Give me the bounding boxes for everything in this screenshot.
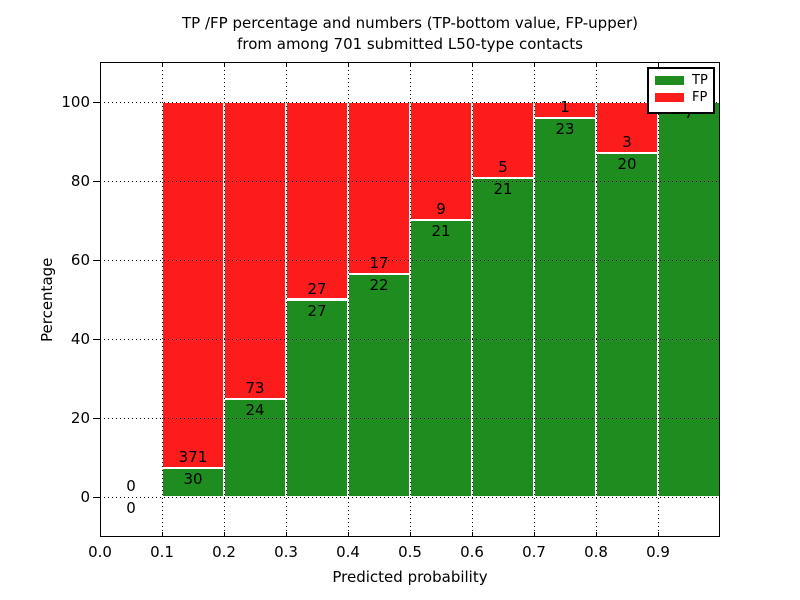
fp-count-label: 27 bbox=[307, 279, 327, 298]
bar-tp-segment bbox=[286, 299, 348, 498]
x-tick-label: 0.9 bbox=[646, 543, 670, 561]
v-gridline bbox=[472, 62, 473, 537]
tp-count-label: 22 bbox=[369, 276, 389, 295]
bar-fp-segment bbox=[162, 101, 224, 468]
x-tick-mark-bottom bbox=[348, 532, 349, 537]
tp-count-label: 21 bbox=[431, 222, 451, 241]
bar-fp-segment bbox=[224, 101, 286, 400]
x-tick-mark-top bbox=[286, 62, 287, 67]
v-gridline bbox=[410, 62, 411, 537]
legend: TP FP bbox=[647, 67, 715, 114]
y-tick-label: 80 bbox=[70, 171, 90, 190]
x-tick-mark-top bbox=[224, 62, 225, 67]
x-tick-label: 0.0 bbox=[88, 543, 112, 561]
fp-count-label: 1 bbox=[560, 98, 570, 117]
v-gridline bbox=[596, 62, 597, 537]
y-tick-label: 60 bbox=[70, 250, 90, 269]
x-tick-label: 0.5 bbox=[398, 543, 422, 561]
chart-title-line2: from among 701 submitted L50-type contac… bbox=[237, 35, 583, 53]
chart-title-line1: TP /FP percentage and numbers (TP-bottom… bbox=[182, 14, 638, 32]
fp-count-label: 73 bbox=[245, 379, 265, 398]
tp-color-swatch-icon bbox=[655, 76, 684, 85]
v-gridline bbox=[162, 62, 163, 537]
y-axis-label: Percentage bbox=[38, 257, 56, 342]
x-tick-mark-bottom bbox=[534, 532, 535, 537]
bar-fp-segment bbox=[410, 101, 472, 221]
tp-count-label: 30 bbox=[183, 469, 203, 488]
bar-tp-segment bbox=[472, 177, 534, 498]
fp-color-swatch-icon bbox=[655, 93, 684, 102]
y-tick-label: 40 bbox=[70, 330, 90, 349]
v-gridline bbox=[534, 62, 535, 537]
x-tick-mark-top bbox=[348, 62, 349, 67]
v-gridline bbox=[286, 62, 287, 537]
v-gridline bbox=[224, 62, 225, 537]
plot-area: 0 20 40 60 80 100 0.0 0.1 0.2 0.3 0.4 0.5 0.6 0.7 0.8 0… bbox=[61, 62, 720, 561]
x-tick-mark-top bbox=[534, 62, 535, 67]
fp-count-label: 17 bbox=[369, 254, 389, 273]
fp-count-label: 0 bbox=[126, 477, 136, 496]
x-axis-label: Predicted probability bbox=[332, 568, 488, 586]
chart-title: TP /FP percentage and numbers (TP-bottom… bbox=[100, 13, 720, 55]
tp-count-label: 0 bbox=[126, 499, 136, 518]
bar-tp-segment bbox=[534, 118, 596, 498]
fp-count-label: 9 bbox=[436, 200, 446, 219]
x-tick-label: 0.4 bbox=[336, 543, 360, 561]
x-tick-mark-top bbox=[596, 62, 597, 67]
y-tick-mark bbox=[93, 418, 100, 420]
x-tick-mark-bottom bbox=[162, 532, 163, 537]
legend-label-fp: FP bbox=[692, 90, 708, 105]
legend-item-tp: TP bbox=[655, 73, 713, 88]
x-tick-mark-top bbox=[410, 62, 411, 67]
x-tick-label: 0.8 bbox=[584, 543, 608, 561]
y-tick-mark bbox=[93, 497, 100, 499]
x-tick-mark-top bbox=[658, 62, 659, 67]
x-tick-label: 0.7 bbox=[522, 543, 546, 561]
x-tick-label: 0.6 bbox=[460, 543, 484, 561]
bar-tp-segment bbox=[410, 220, 472, 498]
tp-count-label: 24 bbox=[245, 401, 265, 420]
x-tick-mark-bottom bbox=[224, 532, 225, 537]
bar-tp-segment bbox=[348, 274, 410, 498]
y-tick-mark bbox=[93, 339, 100, 341]
y-tick-label: 0 bbox=[80, 488, 90, 507]
fp-count-label: 3 bbox=[622, 133, 632, 152]
x-tick-mark-bottom bbox=[472, 532, 473, 537]
fp-count-label: 5 bbox=[498, 157, 508, 176]
bar-fp-segment bbox=[286, 101, 348, 300]
x-tick-mark-bottom bbox=[410, 532, 411, 537]
x-tick-mark-bottom bbox=[286, 532, 287, 537]
y-tick-label: 100 bbox=[61, 92, 90, 111]
bar-fp-segment bbox=[348, 101, 410, 275]
x-tick-mark-top bbox=[472, 62, 473, 67]
x-tick-label: 0.3 bbox=[274, 543, 298, 561]
x-tick-mark-top bbox=[162, 62, 163, 67]
tp-count-label: 27 bbox=[307, 301, 327, 320]
x-tick-label: 0.2 bbox=[212, 543, 236, 561]
x-tick-mark-bottom bbox=[658, 532, 659, 537]
bar-tp-segment bbox=[596, 153, 658, 498]
tp-count-label: 20 bbox=[617, 155, 637, 174]
v-gridline bbox=[348, 62, 349, 537]
legend-label-tp: TP bbox=[692, 73, 708, 88]
bar-tp-segment bbox=[658, 101, 720, 498]
y-tick-mark bbox=[93, 101, 100, 103]
y-tick-mark bbox=[93, 259, 100, 261]
tp-count-label: 23 bbox=[555, 120, 575, 139]
tp-count-label: 21 bbox=[493, 179, 513, 198]
x-tick-label: 0.1 bbox=[150, 543, 174, 561]
y-tick-mark bbox=[93, 180, 100, 182]
x-tick-mark-bottom bbox=[596, 532, 597, 537]
y-tick-label: 20 bbox=[70, 409, 90, 428]
legend-item-fp: FP bbox=[655, 90, 713, 105]
v-gridline bbox=[658, 62, 659, 537]
fp-count-label: 371 bbox=[178, 447, 208, 466]
